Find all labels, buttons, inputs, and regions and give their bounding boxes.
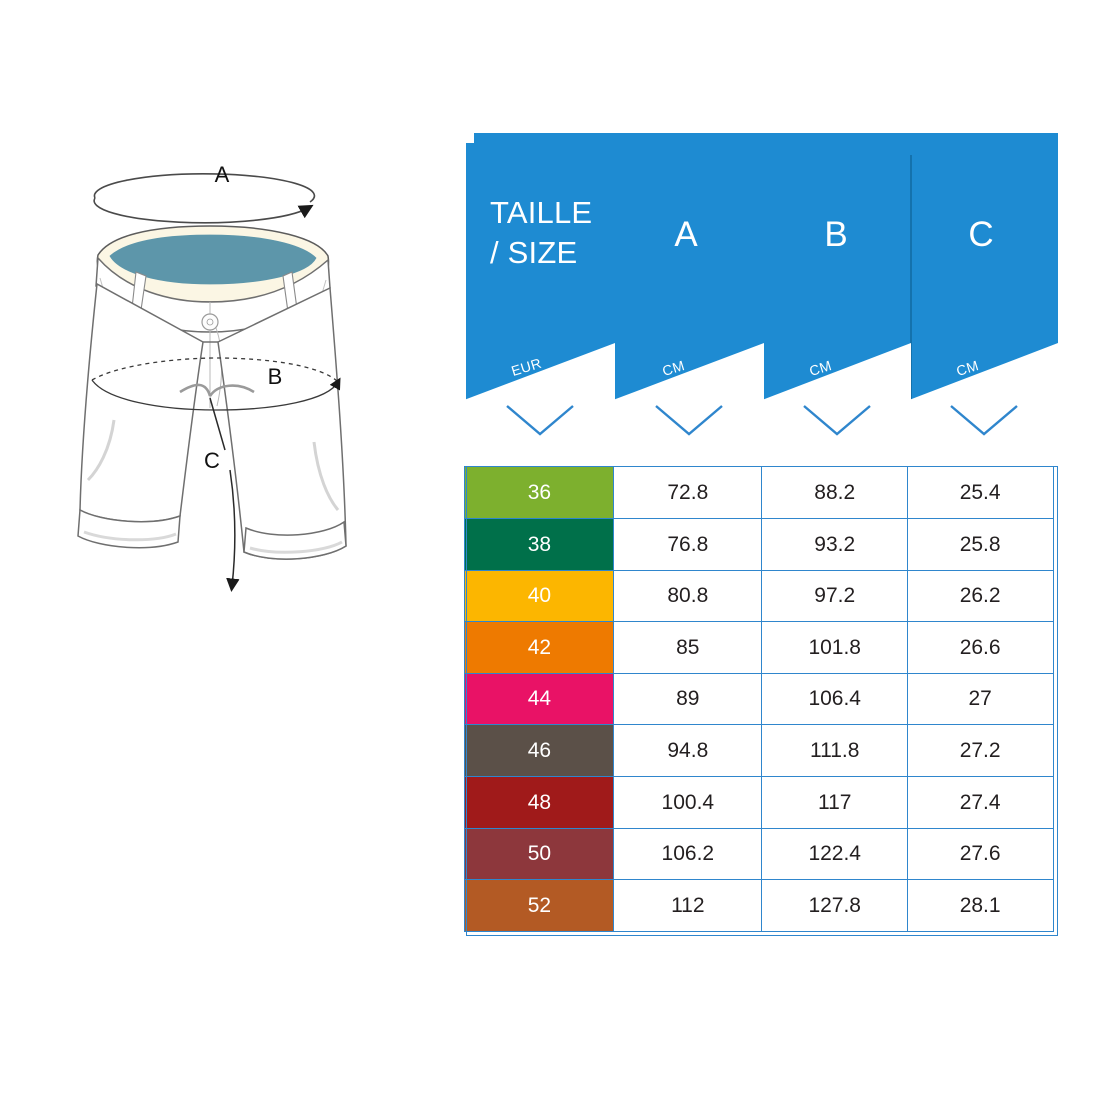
measurement-cell-c: 27.4 [906,775,1054,830]
measurement-cell-c: 26.2 [906,569,1054,623]
measurement-cell-c: 25.8 [906,518,1054,572]
shorts-technical-drawing: A [40,150,420,650]
measurement-cell-c: 26.6 [906,621,1054,675]
unit-zone-c: CM [911,343,1058,468]
size-swatch-cell: 36 [464,466,615,520]
table-row: 40 80.8 97.2 26.2 [464,569,1058,623]
measurement-cell-a: 94.8 [612,724,763,778]
measure-label-c: C [204,448,220,473]
measurement-cell-b: 106.4 [761,672,909,726]
measure-b-ellipse [91,357,341,411]
measurement-cell-b: 97.2 [761,569,909,623]
measurement-cell-c: 27.6 [906,827,1054,881]
measurement-cell-a: 80.8 [612,569,763,623]
measure-c-arrow [209,397,240,592]
table-row: 48 100.4 117 27.4 [464,775,1058,830]
measurement-cell-b: 88.2 [761,466,909,520]
table-row: 44 89 106.4 27 [464,672,1058,726]
size-swatch-cell: 52 [464,879,615,933]
measurement-cell-b: 117 [761,775,909,830]
measure-a-ellipse [93,173,316,224]
measurement-cell-a: 100.4 [612,775,763,830]
size-swatch-cell: 44 [464,672,615,726]
measurement-cell-b: 101.8 [761,621,909,675]
shorts-body [77,225,347,560]
chevron-down-icon-a [653,403,725,439]
table-row: 38 76.8 93.2 25.8 [464,518,1058,572]
measurement-cell-c: 28.1 [906,879,1054,933]
measurement-cell-c: 25.4 [906,466,1054,520]
measurement-cell-a: 85 [612,621,763,675]
table-row: 36 72.8 88.2 25.4 [464,466,1058,520]
column-header-a: A [674,215,698,254]
unit-zone-a: CM [615,343,764,468]
chevron-down-icon-c [948,403,1020,439]
size-swatch-cell: 48 [464,775,615,830]
column-header-c: C [968,215,994,254]
size-swatch-cell: 38 [464,518,615,572]
measurement-cell-b: 111.8 [761,724,909,778]
unit-zone-b: CM [764,343,911,468]
unit-zone-eur: EUR [466,343,615,468]
table-row: 52 112 127.8 28.1 [464,879,1058,933]
measurement-cell-a: 106.2 [612,827,763,881]
size-table: TAILLE / SIZE A B C EUR CM CM [464,133,1058,936]
header-column-divider [910,155,912,458]
measurement-cell-a: 89 [612,672,763,726]
chevron-down-icon-b [801,403,873,439]
measurement-cell-a: 72.8 [612,466,763,520]
chevron-down-icon-eur [504,403,576,439]
measurement-cell-c: 27 [906,672,1054,726]
measurement-cell-c: 27.2 [906,724,1054,778]
shorts-svg: A [77,162,347,592]
measurement-cell-b: 93.2 [761,518,909,572]
measurement-cell-b: 127.8 [761,879,909,933]
measurement-cell-b: 122.4 [761,827,909,881]
measure-label-a: A [215,162,230,187]
table-row: 46 94.8 111.8 27.2 [464,724,1058,778]
measurement-cell-a: 76.8 [612,518,763,572]
table-title: TAILLE / SIZE [490,195,593,270]
size-swatch-cell: 42 [464,621,615,675]
measure-label-b: B [268,364,283,389]
table-row: 50 106.2 122.4 27.6 [464,827,1058,881]
table-body: 36 72.8 88.2 25.4 38 76.8 93.2 25.8 40 80.8 97.2 26… [464,466,1058,933]
measurement-cell-a: 112 [612,879,763,933]
column-header-b: B [824,215,848,254]
table-row: 42 85 101.8 26.6 [464,621,1058,675]
size-swatch-cell: 50 [464,827,615,881]
size-swatch-cell: 40 [464,569,615,623]
size-swatch-cell: 46 [464,724,615,778]
